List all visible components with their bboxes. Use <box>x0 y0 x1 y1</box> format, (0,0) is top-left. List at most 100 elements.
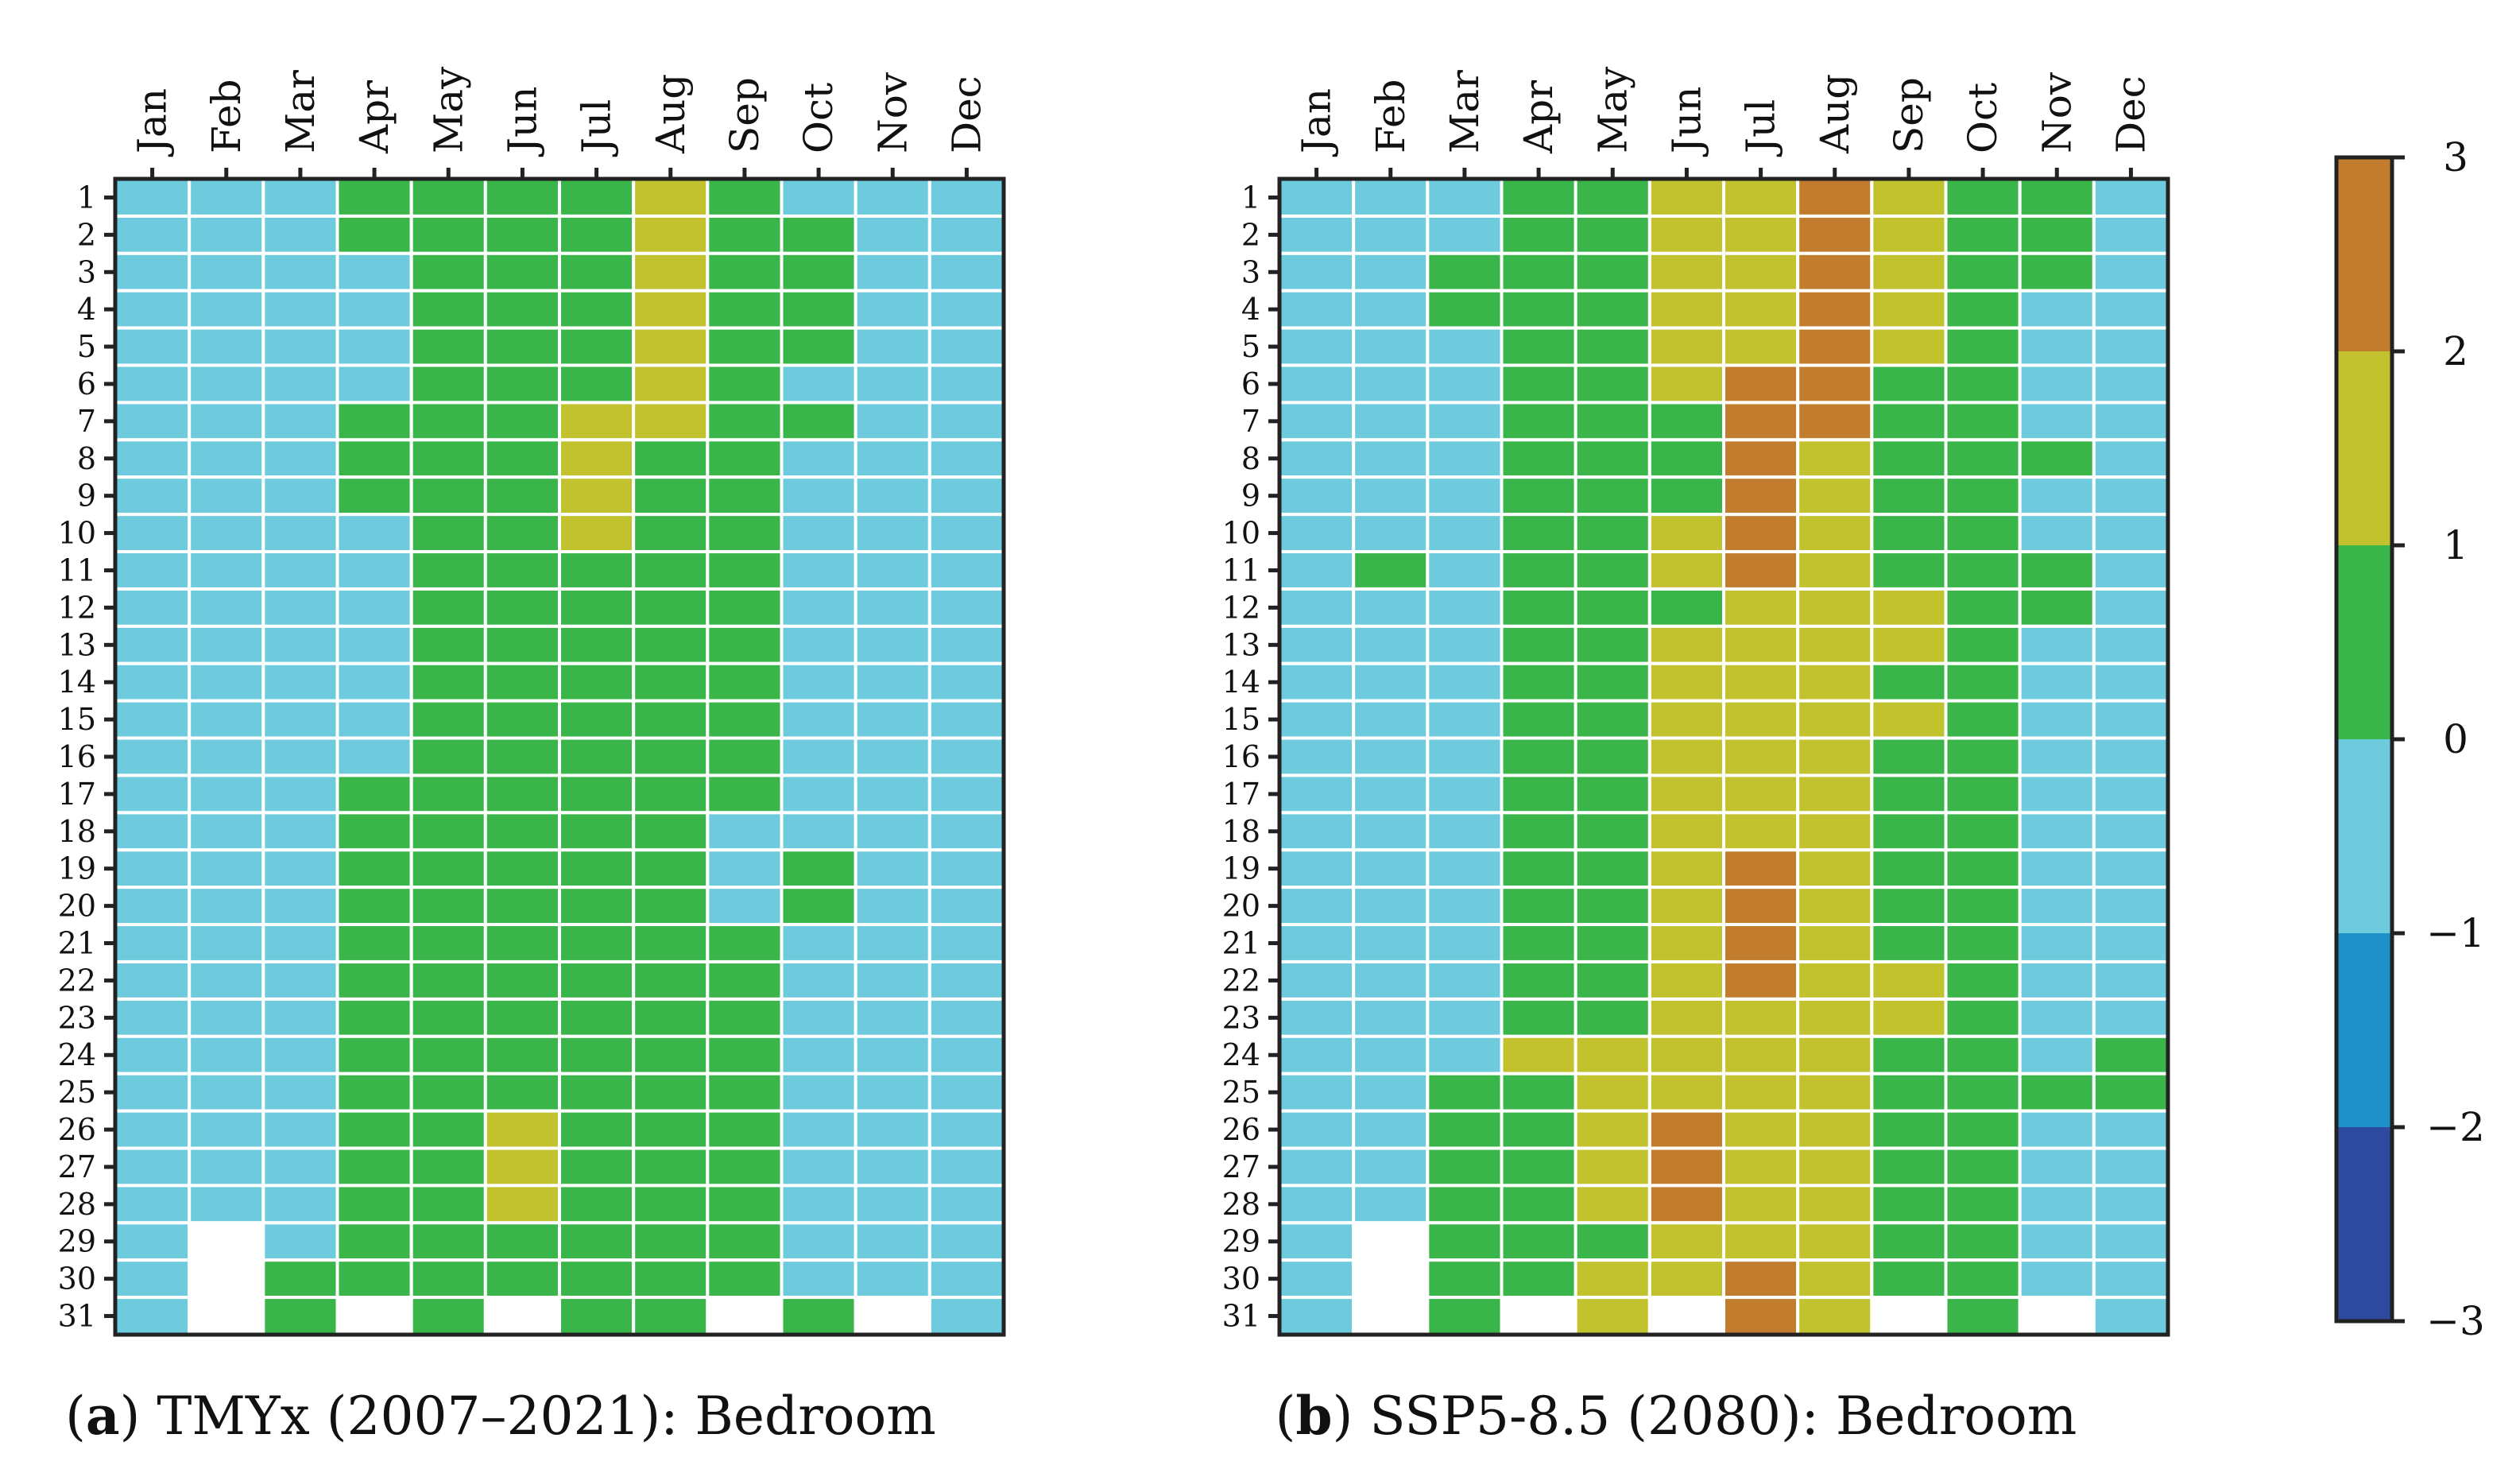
heatmap-cell <box>1278 326 1356 367</box>
heatmap-cell <box>927 1258 1006 1300</box>
heatmap-cell <box>1574 326 1651 367</box>
heatmap-cell <box>1722 1184 1800 1225</box>
heatmap-cell <box>1426 886 1504 927</box>
heatmap-cell <box>558 1184 636 1225</box>
heatmap-cell <box>483 1258 561 1300</box>
x-tick-label: Feb <box>1368 79 1414 153</box>
heatmap-cell <box>1500 699 1577 740</box>
heatmap-cell <box>114 251 192 293</box>
heatmap-cell <box>1722 811 1800 852</box>
heatmap-cell <box>1352 1072 1430 1113</box>
heatmap-cell <box>188 624 265 665</box>
heatmap-cell <box>1426 959 1504 1001</box>
heatmap-cell <box>1647 886 1725 927</box>
y-tick-label: 10 <box>1222 516 1260 551</box>
heatmap-cell <box>1647 848 1725 890</box>
colorbar-segment <box>2336 545 2392 739</box>
heatmap-cell <box>2092 1072 2170 1113</box>
heatmap-cell <box>1500 401 1577 442</box>
heatmap-cell <box>1722 736 1800 777</box>
heatmap-cell <box>1722 1296 1800 1337</box>
heatmap-cell <box>1722 1109 1800 1150</box>
heatmap-cell <box>558 923 636 963</box>
heatmap-cell <box>1278 1072 1356 1113</box>
heatmap-cell <box>780 1184 857 1225</box>
heatmap-cell <box>558 997 636 1038</box>
heatmap-cell <box>1870 1184 1948 1225</box>
heatmap-cell <box>1426 289 1504 330</box>
heatmap-cell <box>1647 736 1725 777</box>
heatmap-cell <box>1796 1184 1874 1225</box>
heatmap-cell <box>335 214 413 255</box>
heatmap-cell <box>1870 1034 1948 1076</box>
heatmap-cell <box>558 1072 636 1113</box>
y-tick-label: 4 <box>77 292 96 327</box>
x-tick-label: Apr <box>1515 80 1562 154</box>
x-tick-label: Sep <box>722 77 768 153</box>
heatmap-cell <box>927 773 1006 815</box>
heatmap-cell <box>1352 177 1430 218</box>
heatmap-cell <box>1647 997 1725 1038</box>
heatmap-cell <box>261 513 339 554</box>
heatmap-cell <box>1647 326 1725 367</box>
heatmap-cell <box>1944 886 2022 927</box>
heatmap-cell <box>1647 773 1725 815</box>
heatmap-cell <box>335 177 413 218</box>
heatmap-cell <box>854 959 931 1001</box>
heatmap-cell <box>1278 848 1356 890</box>
heatmap-cell <box>188 811 265 852</box>
heatmap-cell <box>1870 959 1948 1001</box>
heatmap-cell <box>1796 177 1874 218</box>
heatmap-cell <box>854 923 931 963</box>
y-tick-label: 4 <box>1241 292 1260 327</box>
heatmap-cell <box>409 1072 487 1113</box>
heatmap-cell <box>1647 1221 1725 1262</box>
heatmap-cell <box>780 736 857 777</box>
heatmap-cell <box>335 699 413 740</box>
heatmap-cell <box>632 773 710 815</box>
heatmap-cell <box>1500 848 1577 890</box>
heatmap-cell <box>1426 1184 1504 1225</box>
heatmap-cell <box>1352 661 1430 703</box>
heatmap-cell <box>2018 736 2096 777</box>
y-tick-label: 3 <box>1241 254 1260 289</box>
y-tick-label: 11 <box>58 552 96 587</box>
heatmap-cell <box>409 1146 487 1188</box>
heatmap-cell <box>1574 513 1651 554</box>
heatmap-cell <box>114 1221 192 1262</box>
heatmap-cell <box>1352 959 1430 1001</box>
heatmap-cell <box>1278 1221 1356 1262</box>
heatmap-cell <box>632 886 710 927</box>
heatmap-cell <box>558 177 636 218</box>
heatmap-cell <box>854 587 931 628</box>
heatmap-cell <box>1722 624 1800 665</box>
heatmap-cell <box>706 1184 784 1225</box>
heatmap-cell <box>632 1034 710 1076</box>
heatmap-cell <box>1647 177 1725 218</box>
heatmap-cell <box>1722 773 1800 815</box>
heatmap-cell <box>706 886 784 927</box>
heatmap-cell <box>558 661 636 703</box>
heatmap-cell <box>780 1146 857 1188</box>
heatmap-cell <box>1722 923 1800 963</box>
heatmap-cell <box>780 959 857 1001</box>
heatmap-cell <box>2018 177 2096 218</box>
heatmap-cell <box>632 214 710 255</box>
heatmap-cell <box>483 1109 561 1150</box>
heatmap-cell <box>780 699 857 740</box>
y-tick-label: 14 <box>58 665 96 700</box>
heatmap-cell <box>188 251 265 293</box>
heatmap-cell <box>261 699 339 740</box>
heatmap-cell <box>854 773 931 815</box>
heatmap-cell <box>1426 923 1504 963</box>
heatmap-cell <box>114 997 192 1038</box>
y-tick-label: 6 <box>77 366 96 401</box>
heatmap-cell <box>114 923 192 963</box>
heatmap-cell <box>927 326 1006 367</box>
heatmap-cell <box>261 923 339 963</box>
heatmap-cell <box>706 438 784 479</box>
heatmap-cell <box>1574 1184 1651 1225</box>
y-tick-label: 25 <box>1222 1075 1260 1110</box>
heatmap-cell <box>1796 513 1874 554</box>
heatmap-cell <box>706 1034 784 1076</box>
